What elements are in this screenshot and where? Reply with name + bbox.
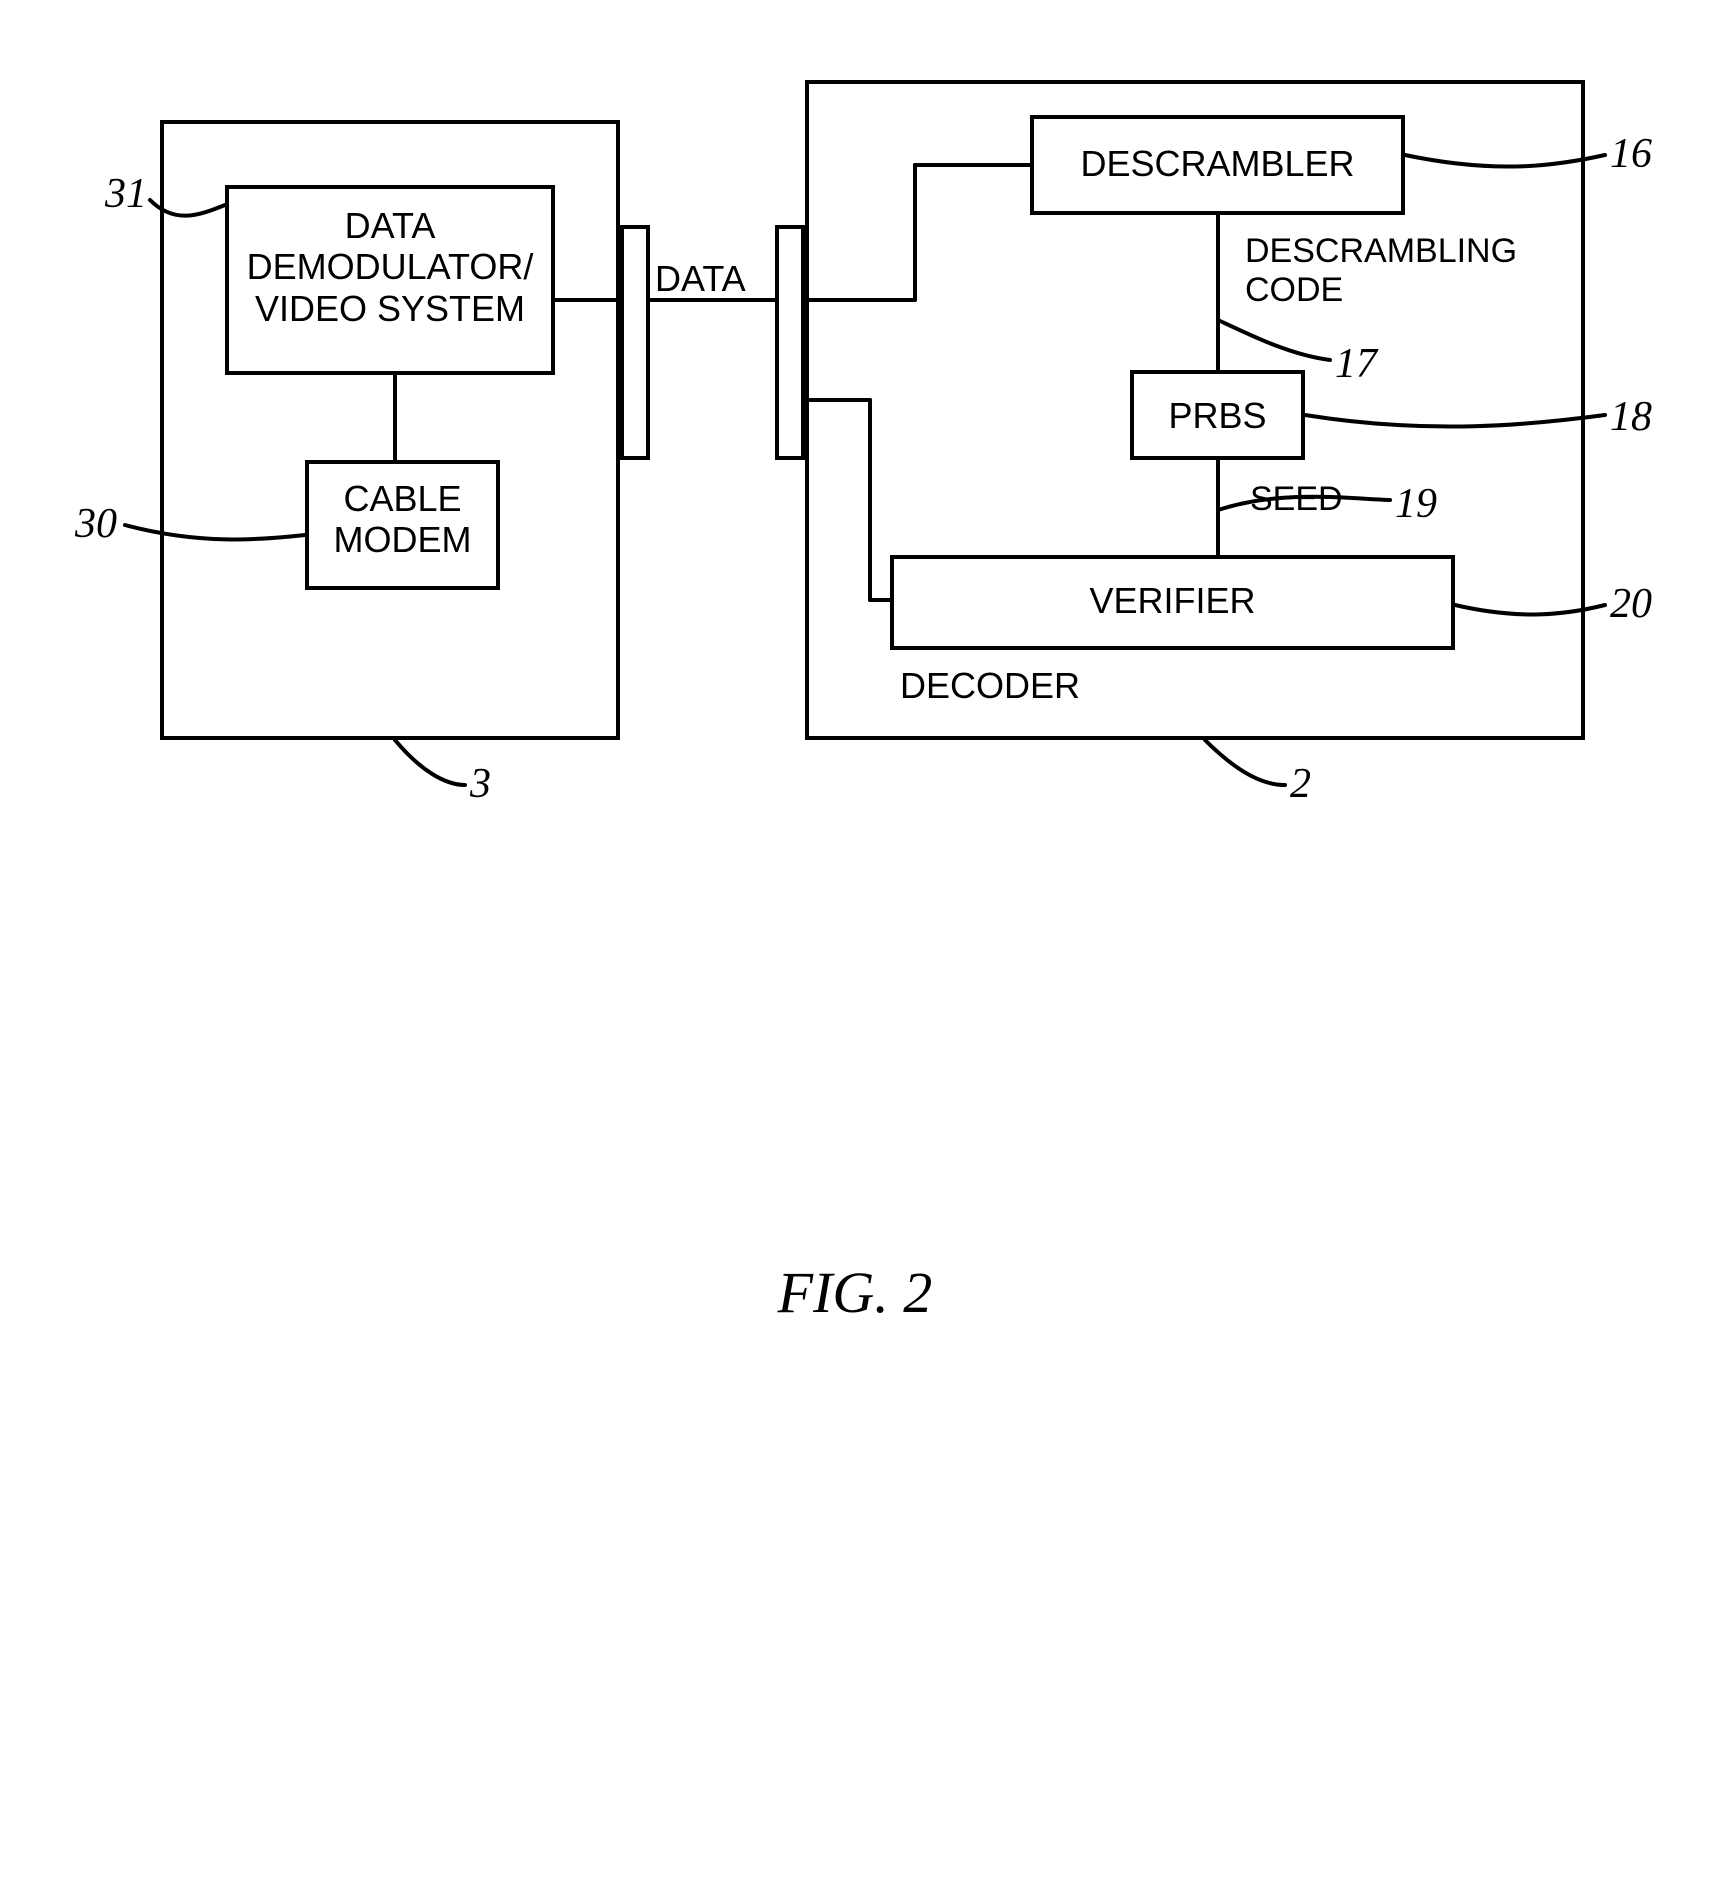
ref-3: 3 <box>470 760 491 808</box>
descrambler-label: DESCRAMBLER <box>1030 143 1405 184</box>
ref-2: 2 <box>1290 760 1311 808</box>
descrambling-code-label: DESCRAMBLING CODE <box>1245 232 1565 310</box>
ref-18: 18 <box>1610 393 1652 441</box>
ref-19: 19 <box>1395 480 1437 528</box>
right-port <box>775 225 805 460</box>
figure-canvas: DATA DEMODULATOR/ VIDEO SYSTEM CABLE MOD… <box>0 0 1710 1879</box>
decoder-label: DECODER <box>900 665 1120 706</box>
cable-modem-label: CABLE MODEM <box>305 478 500 561</box>
ref-20: 20 <box>1610 580 1652 628</box>
ref-30: 30 <box>75 500 117 548</box>
verifier-label: VERIFIER <box>890 580 1455 621</box>
seed-label: SEED <box>1250 480 1370 519</box>
ref-16: 16 <box>1610 130 1652 178</box>
ref-17: 17 <box>1335 340 1377 388</box>
data-label: DATA <box>655 258 775 299</box>
figure-label: FIG. 2 <box>0 1260 1710 1327</box>
data-demodulator-label: DATA DEMODULATOR/ VIDEO SYSTEM <box>225 205 555 329</box>
left-port <box>620 225 650 460</box>
ref-31: 31 <box>105 170 147 218</box>
prbs-label: PRBS <box>1130 395 1305 436</box>
